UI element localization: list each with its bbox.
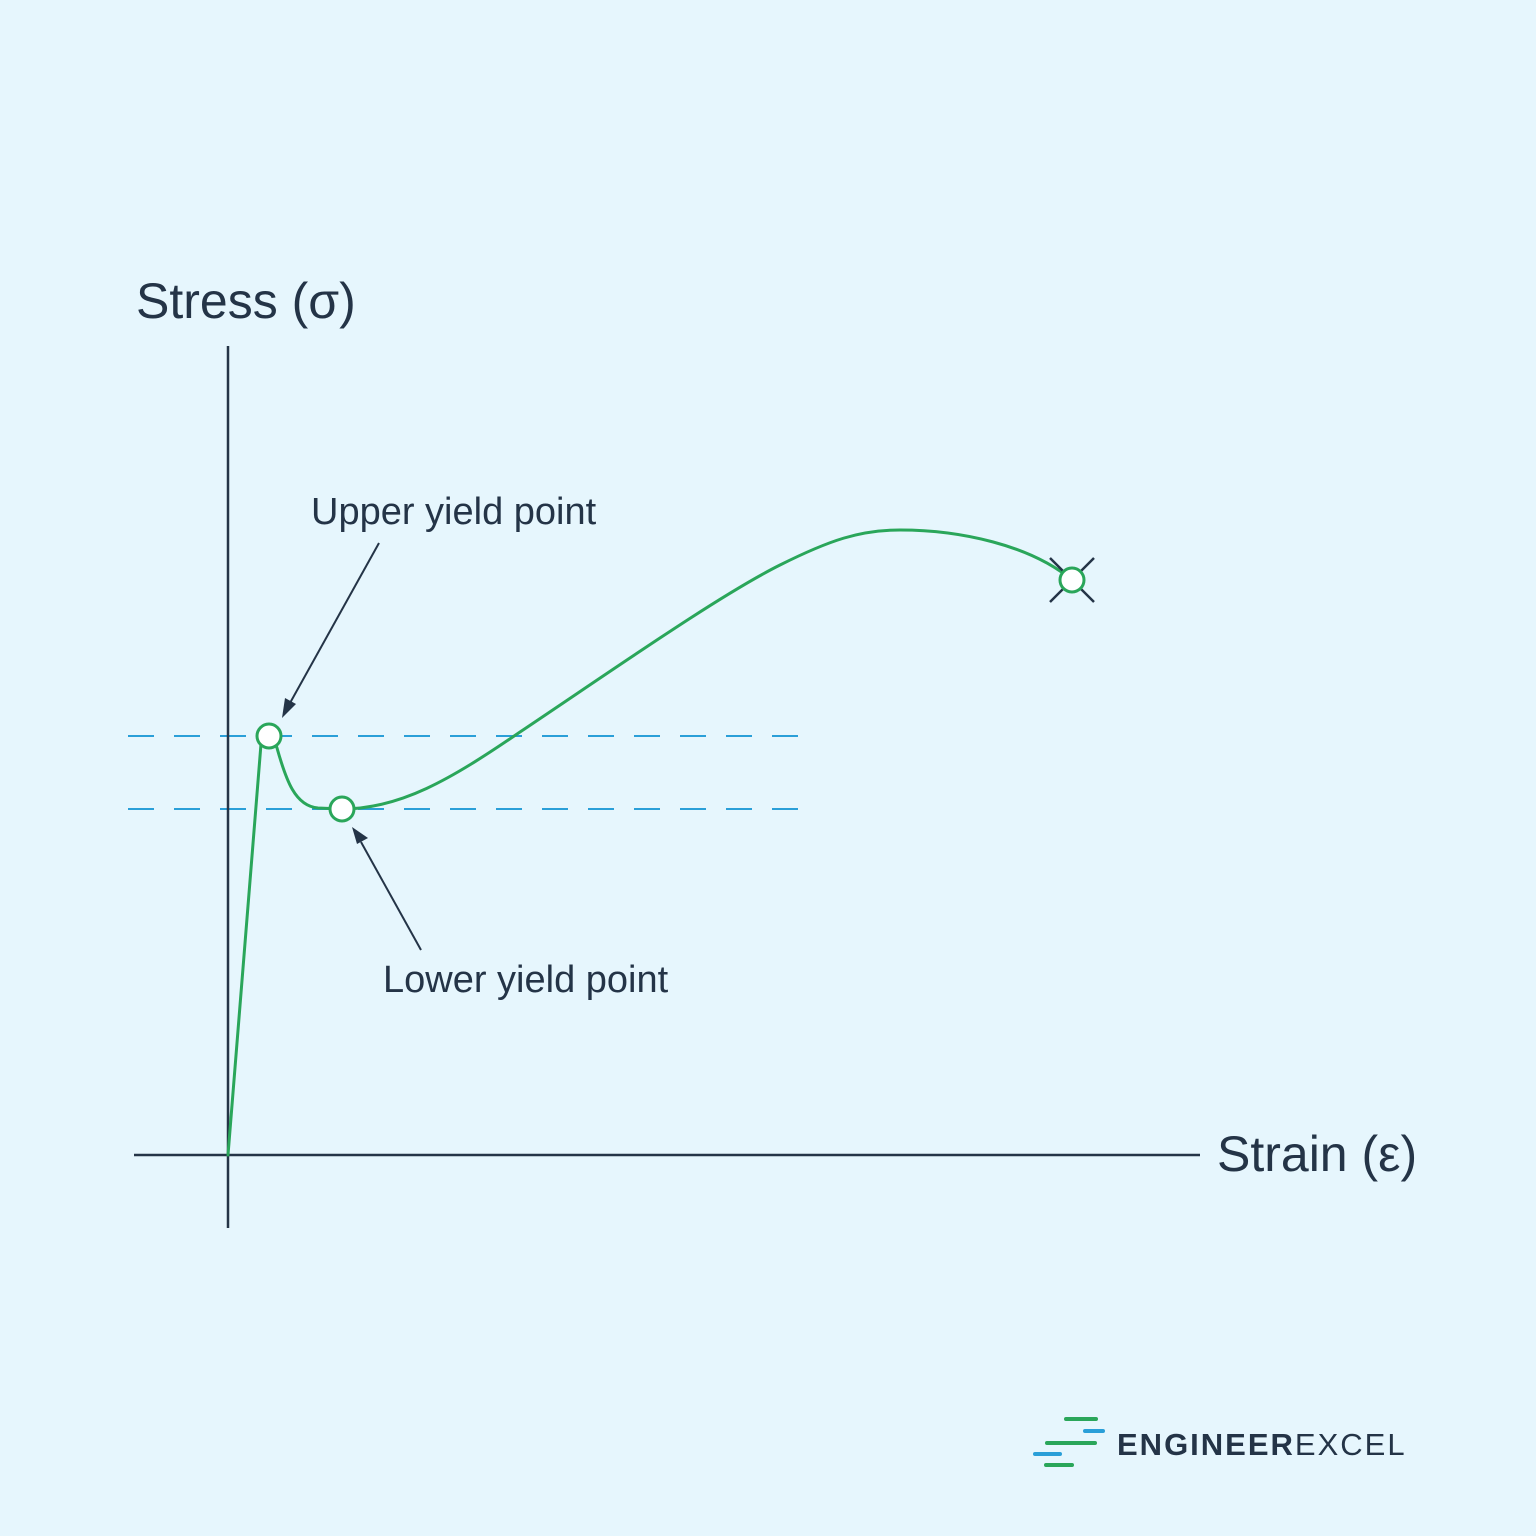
logo-word-excel: EXCEL (1295, 1427, 1407, 1462)
stress-strain-curve (226, 528, 1074, 1157)
lower-yield-arrow (352, 827, 422, 951)
engineerexcel-logo: ENGINEEREXCEL (1033, 1417, 1407, 1467)
lower-yield-label: Lower yield point (383, 959, 669, 1001)
y-axis-title: Stress (σ) (136, 273, 356, 329)
lower-yield-point-marker (328, 795, 356, 823)
upper-yield-label: Upper yield point (311, 491, 597, 533)
x-axis-title: Strain (ε) (1217, 1126, 1417, 1182)
logo-stripes-icon (1033, 1417, 1105, 1467)
upper-yield-point-marker (255, 722, 283, 750)
logo-word-engineer: ENGINEER (1117, 1427, 1295, 1462)
upper-yield-arrow (282, 542, 380, 718)
logo-wordmark: ENGINEEREXCEL (1117, 1427, 1407, 1462)
fracture-point-marker (1049, 557, 1095, 603)
